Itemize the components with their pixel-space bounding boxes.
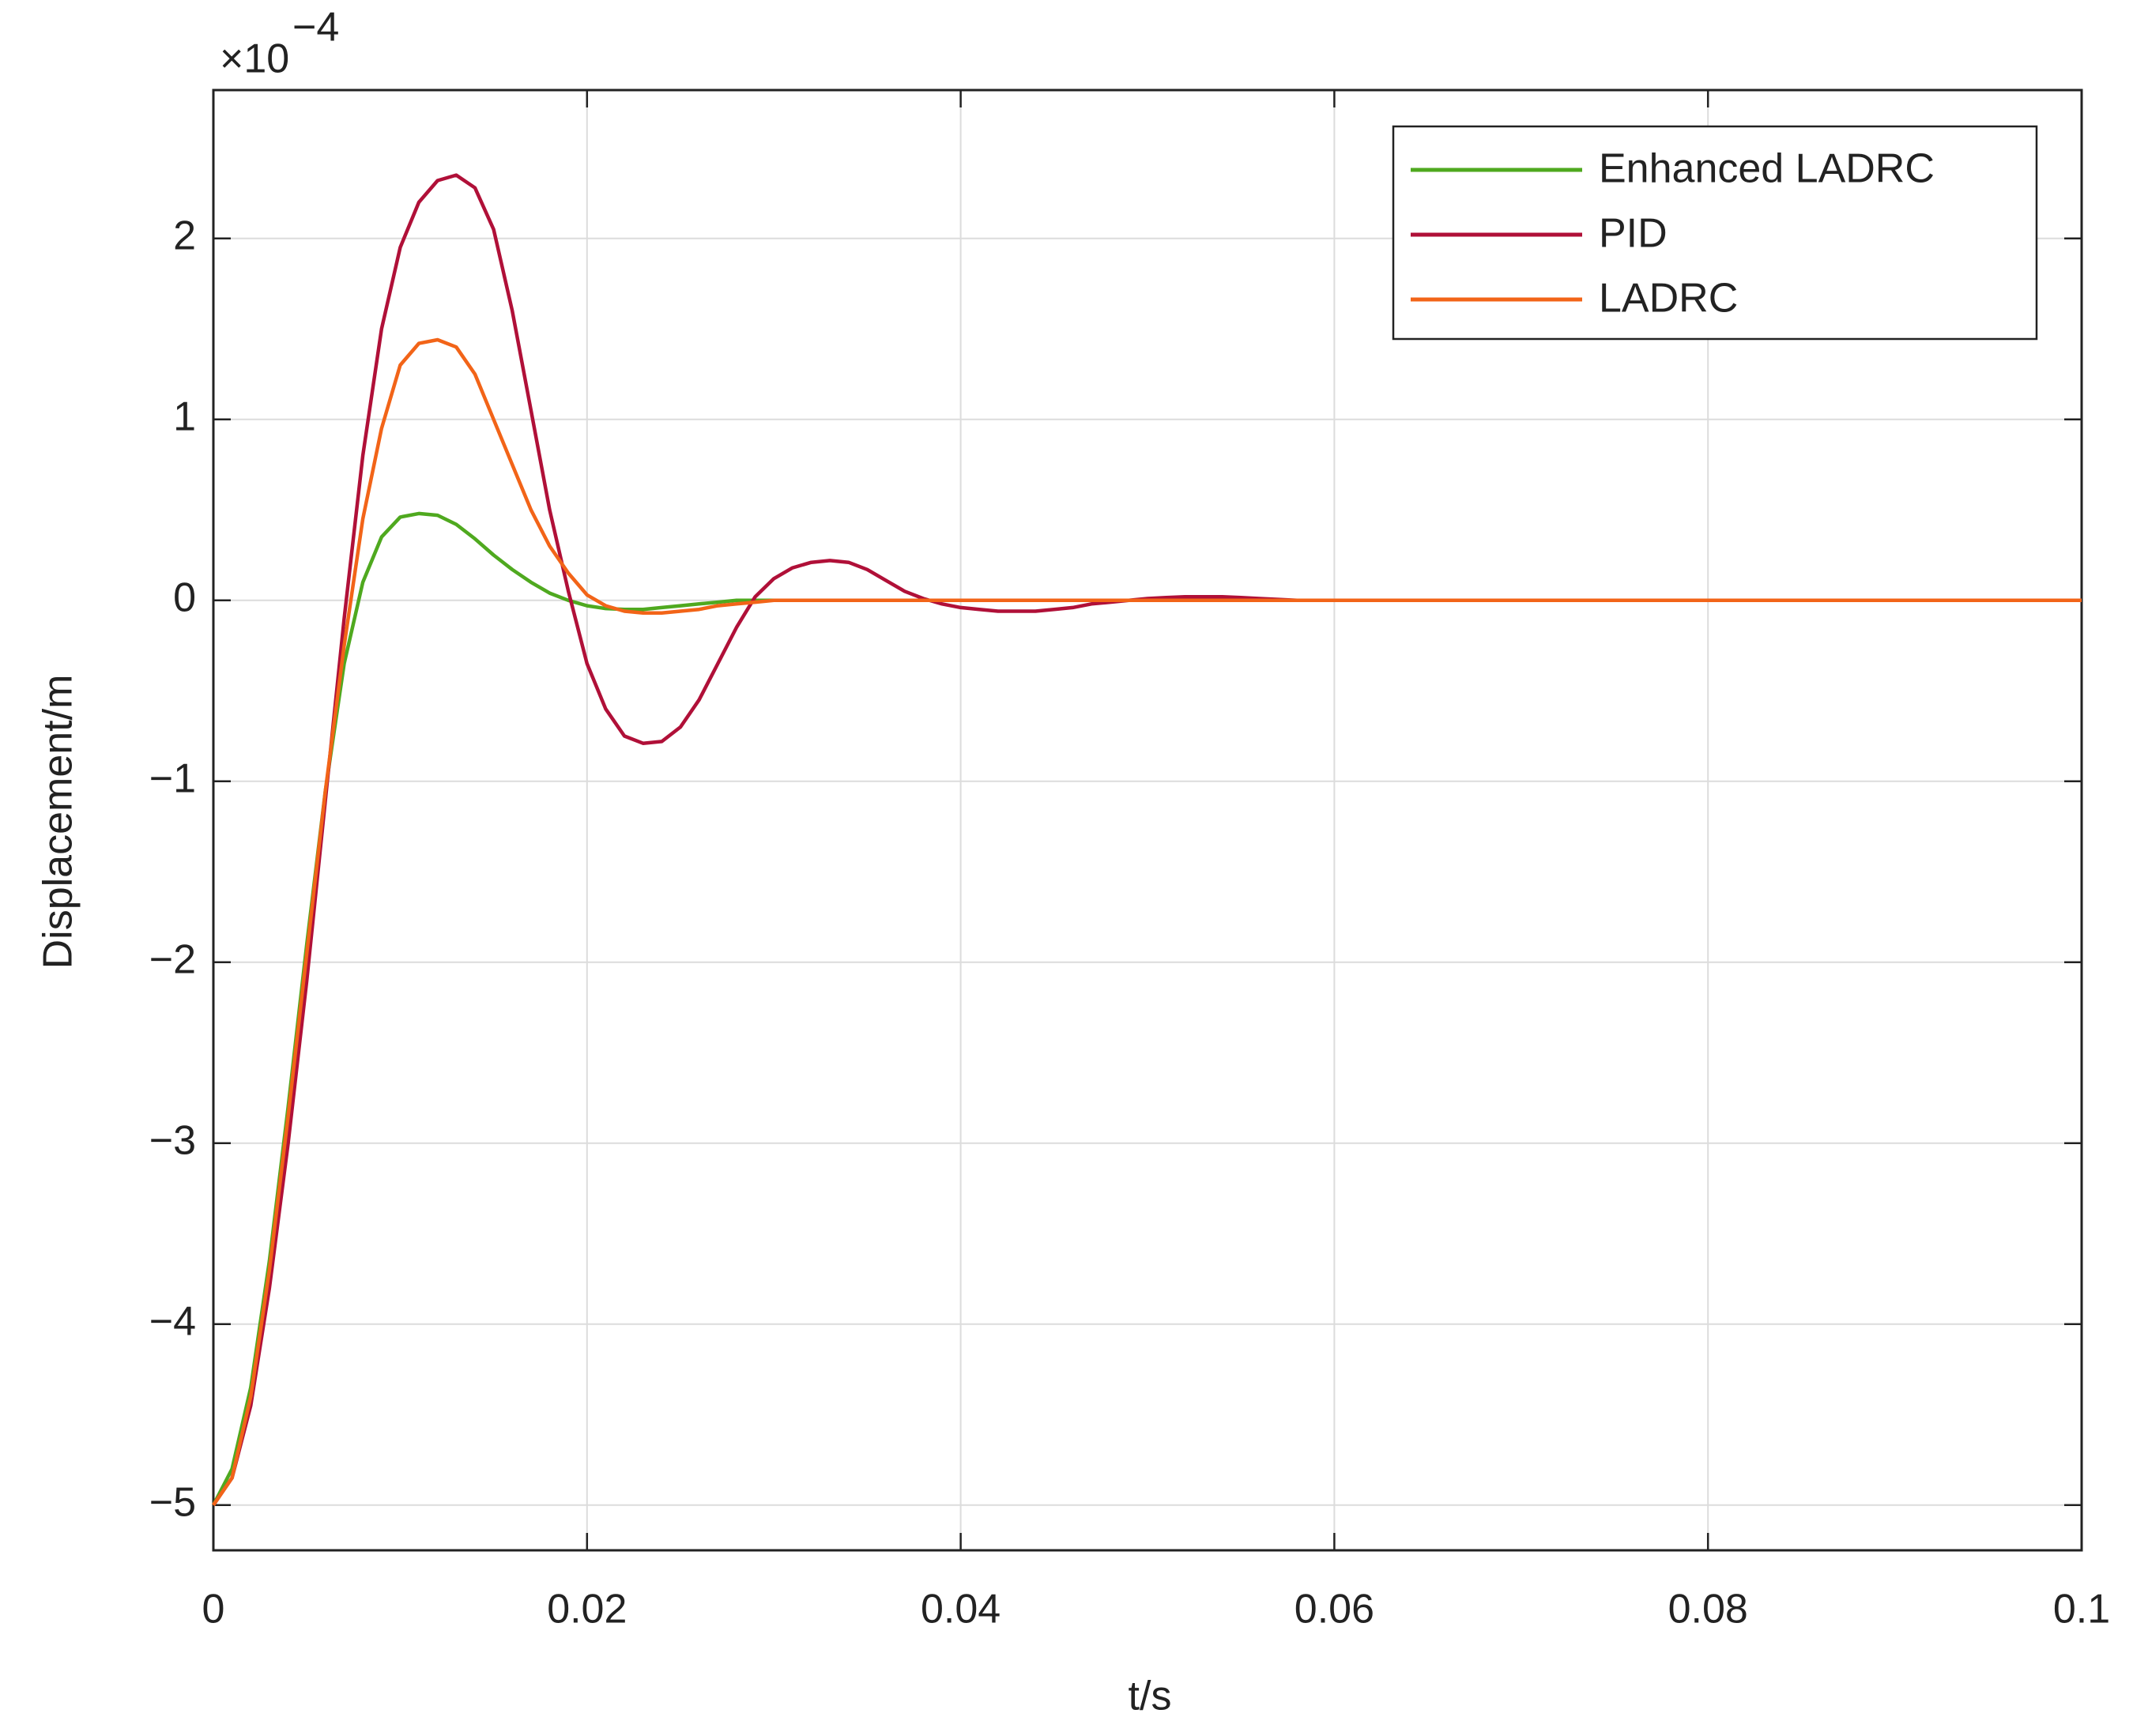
plot-frame — [212, 88, 2083, 1552]
series-line — [212, 173, 2082, 1507]
legend-label: LADRC — [1599, 276, 1738, 322]
series-line — [212, 337, 2082, 1507]
y-tick-label: 1 — [173, 394, 196, 440]
x-tick-label: 0.08 — [1668, 1587, 1748, 1632]
x-axis-label: t/s — [1129, 1674, 1172, 1719]
y-tick-label: −4 — [149, 1298, 196, 1344]
x-tick-label: 0 — [202, 1587, 225, 1632]
x-tick-label: 0.1 — [2053, 1587, 2110, 1632]
y-tick-label: −3 — [149, 1117, 196, 1163]
y-tick-label: −1 — [149, 756, 196, 802]
y-multiplier: ×10 — [220, 36, 289, 82]
x-tick-label: 0.04 — [921, 1587, 1001, 1632]
y-axis-label: Displacement/m — [36, 675, 81, 970]
y-tick-label: −2 — [149, 936, 196, 982]
y-tick-label: 2 — [173, 213, 196, 259]
series-line — [211, 511, 2082, 1506]
x-tick-label: 0.06 — [1294, 1587, 1374, 1632]
y-tick-label: 0 — [173, 575, 196, 621]
x-tick-label: 0.02 — [547, 1587, 627, 1632]
y-tick-label: −5 — [149, 1479, 196, 1525]
y-multiplier-exponent: −4 — [292, 5, 339, 51]
legend-label: Enhanced LADRC — [1599, 146, 1935, 192]
legend-label: PID — [1599, 211, 1668, 257]
